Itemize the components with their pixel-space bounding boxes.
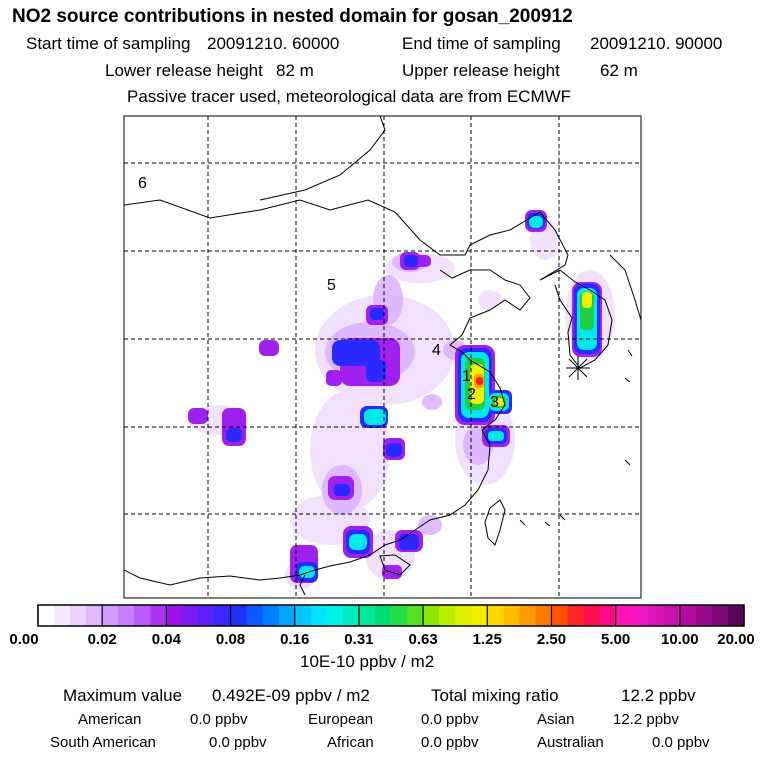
total-mixing-value: 12.2 ppbv (621, 686, 696, 705)
colorbar-swatch (407, 605, 424, 626)
colorbar-tick-label: 5.00 (601, 631, 631, 648)
method-note: Passive tracer used, meteorological data… (127, 87, 572, 106)
colorbar-tick-label: 2.50 (536, 631, 567, 648)
colorbar-swatch (102, 605, 119, 626)
total-mixing-label: Total mixing ratio (431, 686, 559, 705)
region-name-asian: Asian (537, 711, 575, 728)
colorbar-swatch (358, 605, 376, 626)
colorbar-tick-label: 1.25 (472, 631, 502, 648)
colorbar-tick-label: 0.04 (151, 631, 181, 648)
colorbar (37, 604, 745, 627)
colorbar-swatch (615, 605, 633, 626)
upper-release-label: Upper release height (402, 61, 560, 80)
colorbar-tick-label: 0.08 (215, 631, 246, 648)
lower-release-value: 82 m (276, 61, 314, 80)
end-time-label: End time of sampling (402, 34, 561, 53)
region-value-australian: 0.0 ppbv (652, 734, 710, 751)
region-label-3: 3 (490, 394, 499, 411)
upper-release-value: 62 m (600, 61, 638, 80)
colorbar-swatch (503, 605, 520, 626)
region-name-european: European (308, 711, 374, 728)
region-name-australian: Australian (537, 734, 604, 751)
colorbar-tick-label: 0.63 (408, 631, 438, 648)
colorbar-swatch (278, 605, 296, 626)
region-value-african: 0.0 ppbv (421, 734, 479, 751)
colorbar-tick-label: 0.31 (344, 631, 374, 648)
colorbar-swatch (391, 605, 408, 626)
region-label-6: 6 (138, 175, 147, 192)
colorbar-swatch (54, 605, 71, 626)
colorbar-swatch (214, 605, 232, 626)
colorbar-frame (37, 604, 745, 627)
colorbar-swatch (695, 605, 713, 626)
colorbar-swatch (727, 605, 745, 626)
colorbar-swatch (342, 605, 360, 626)
colorbar-swatch (326, 605, 344, 626)
region-value-american: 0.0 ppbv (190, 711, 248, 728)
colorbar-swatch (567, 605, 585, 626)
colorbar-swatch (230, 605, 248, 626)
colorbar-swatch (294, 605, 312, 626)
colorbar-swatch (198, 605, 215, 626)
region-value-south-american: 0.0 ppbv (209, 734, 267, 751)
colorbar-tick-label: 0.02 (87, 631, 117, 648)
colorbar-swatch (631, 605, 649, 626)
colorbar-swatch (86, 605, 103, 626)
max-value-label: Maximum value (63, 686, 183, 705)
concentration-field (188, 210, 615, 590)
colorbar-tick-label: 10.00 (661, 631, 699, 648)
colorbar-swatch (551, 605, 568, 626)
colorbar-swatch (455, 605, 472, 626)
colorbar-swatch (38, 605, 55, 626)
region-label-1: 1 (462, 368, 471, 385)
colorbar-swatch (150, 605, 167, 626)
region-name-american: American (78, 711, 142, 728)
colorbar-swatch (118, 605, 135, 626)
colorbar-swatch (166, 605, 183, 626)
colorbar-tick-label: 20.00 (717, 631, 755, 648)
region-label-2: 2 (467, 386, 476, 403)
start-time-label: Start time of sampling (26, 34, 191, 53)
colorbar-swatch (679, 605, 697, 626)
colorbar-swatch (711, 605, 729, 626)
colorbar-tick-label: 0.16 (280, 631, 310, 648)
region-value-asian: 12.2 ppbv (613, 711, 679, 728)
colorbar-swatch (246, 605, 264, 626)
colorbar-swatch (134, 605, 151, 626)
colorbar-swatch (423, 605, 440, 626)
region-name-african: African (327, 734, 374, 751)
receptor-star-icon (566, 356, 590, 380)
end-time-value: 20091210. 90000 (590, 34, 723, 53)
colorbar-swatch (583, 605, 601, 626)
max-value: 0.492E-09 ppbv / m2 (212, 686, 370, 705)
region-value-european: 0.0 ppbv (421, 711, 479, 728)
colorbar-unit: 10E-10 ppbv / m2 (300, 652, 435, 671)
region-label-4: 4 (432, 342, 441, 359)
colorbar-swatch (519, 605, 536, 626)
start-time-value: 20091210. 60000 (207, 34, 340, 53)
colorbar-swatch (310, 605, 328, 626)
lower-release-label: Lower release height (105, 61, 263, 80)
colorbar-swatch (535, 605, 552, 626)
colorbar-swatch (487, 605, 504, 626)
colorbar-tick-label: 0.00 (9, 631, 39, 648)
region-label-5: 5 (327, 277, 336, 294)
colorbar-swatch (439, 605, 456, 626)
region-name-south-american: South American (50, 734, 156, 751)
colorbar-swatch (374, 605, 392, 626)
grid-lines (124, 116, 641, 598)
colorbar-swatch (70, 605, 87, 626)
plot-title: NO2 source contributions in nested domai… (12, 6, 573, 27)
colorbar-swatch (471, 605, 488, 626)
colorbar-swatch (599, 605, 617, 626)
colorbar-swatch (182, 605, 199, 626)
colorbar-swatch (262, 605, 280, 626)
map-frame (123, 115, 642, 599)
colorbar-swatch (647, 605, 665, 626)
colorbar-swatch (663, 605, 681, 626)
